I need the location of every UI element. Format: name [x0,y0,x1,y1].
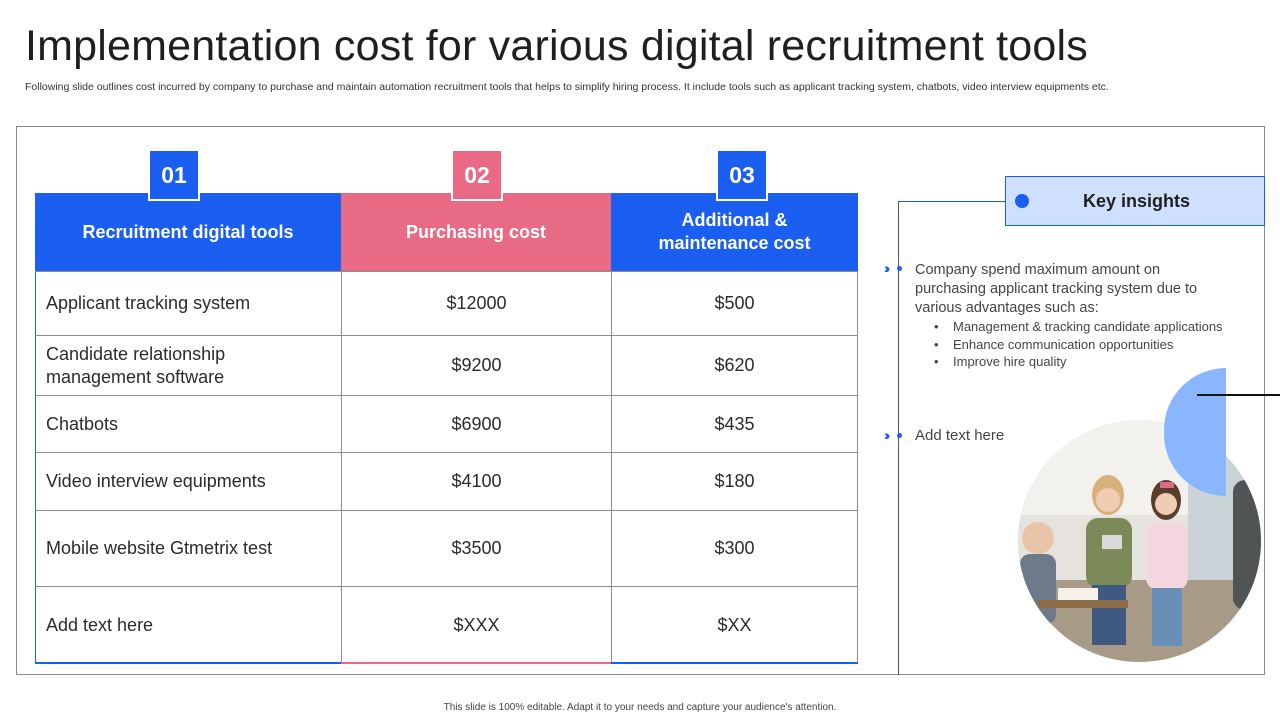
table-row: Mobile website Gtmetrix test $3500 $300 [35,510,858,586]
header-recruitment-tools: Recruitment digital tools [35,193,341,271]
tool-name-cell: Applicant tracking system [35,272,341,335]
tool-name-cell: Add text here [35,587,341,663]
slide-subtitle: Following slide outlines cost incurred b… [25,81,1109,93]
bullet-dot-icon [897,266,902,271]
tool-name-cell: Chatbots [35,396,341,452]
decorative-line [1197,394,1280,396]
table-row: Video interview equipments $4100 $180 [35,452,858,510]
slide-footer: This slide is 100% editable. Adapt it to… [443,702,837,713]
table-row: Add text here $XXX $XX [35,586,858,663]
maintenance-cost-cell: $180 [611,453,858,510]
maintenance-cost-cell: $435 [611,396,858,452]
maintenance-cost-cell: $500 [611,272,858,335]
table-row: Applicant tracking system $12000 $500 [35,271,858,335]
slide-title: Implementation cost for various digital … [25,22,1088,70]
insights-title: Key insights [1082,190,1191,211]
insight-points-list: Management & tracking candidate applicat… [934,318,1224,371]
purchase-cost-cell: $3500 [341,511,611,586]
insights-header: Key insights [1005,176,1265,226]
maintenance-cost-cell: $300 [611,511,858,586]
header-maintenance-cost: Additional & maintenance cost [611,193,858,271]
tool-name-cell: Mobile website Gtmetrix test [35,511,341,586]
table-bottom-border [611,662,858,664]
header-purchasing-cost: Purchasing cost [341,193,611,271]
dot-icon [1015,194,1029,208]
purchase-cost-cell: $9200 [341,336,611,395]
double-chevron-icon: ›› [884,427,891,443]
purchase-cost-cell: $6900 [341,396,611,452]
maintenance-cost-cell: $620 [611,336,858,395]
number-badge-01: 01 [148,149,200,201]
table-bottom-border [341,662,611,664]
insight-secondary-text: Add text here [915,427,1005,444]
bullet-dot-icon [897,433,902,438]
double-chevron-icon: ›› [884,260,891,276]
list-item: Enhance communication opportunities [934,336,1224,354]
content-frame [16,126,1265,675]
number-badge-03: 03 [716,149,768,201]
purchase-cost-cell: $12000 [341,272,611,335]
maintenance-cost-cell: $XX [611,587,858,663]
number-badge-02: 02 [451,149,503,201]
list-item: Management & tracking candidate applicat… [934,318,1224,336]
tool-name-cell: Candidate relationship management softwa… [35,336,341,395]
insight-main-text: Company spend maximum amount on purchasi… [915,262,1198,316]
tool-name-cell: Video interview equipments [35,453,341,510]
table-bottom-border [35,662,341,664]
purchase-cost-cell: $XXX [341,587,611,663]
table-row: Candidate relationship management softwa… [35,335,858,395]
cost-table: Applicant tracking system $12000 $500 Ca… [35,271,858,663]
purchase-cost-cell: $4100 [341,453,611,510]
list-item: Improve hire quality [934,353,1224,371]
table-row: Chatbots $6900 $435 [35,395,858,452]
